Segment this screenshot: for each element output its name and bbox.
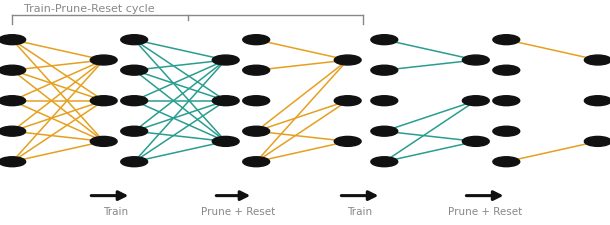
Circle shape	[243, 127, 270, 137]
Circle shape	[0, 157, 26, 167]
Circle shape	[493, 36, 520, 45]
Circle shape	[334, 96, 361, 106]
Circle shape	[243, 66, 270, 76]
Circle shape	[243, 157, 270, 167]
Circle shape	[584, 96, 610, 106]
Circle shape	[0, 127, 26, 137]
Circle shape	[212, 56, 239, 66]
Circle shape	[90, 56, 117, 66]
Circle shape	[121, 96, 148, 106]
Circle shape	[90, 96, 117, 106]
Circle shape	[493, 157, 520, 167]
Circle shape	[212, 137, 239, 147]
Text: Train-Prune-Reset cycle: Train-Prune-Reset cycle	[24, 4, 155, 13]
Circle shape	[243, 96, 270, 106]
Circle shape	[121, 66, 148, 76]
Circle shape	[493, 96, 520, 106]
Text: Train: Train	[103, 206, 129, 216]
Circle shape	[334, 137, 361, 147]
Circle shape	[371, 127, 398, 137]
Circle shape	[371, 66, 398, 76]
Text: Prune + Reset: Prune + Reset	[448, 206, 522, 216]
Circle shape	[462, 96, 489, 106]
Circle shape	[493, 127, 520, 137]
Circle shape	[121, 157, 148, 167]
Circle shape	[493, 66, 520, 76]
Circle shape	[371, 36, 398, 45]
Circle shape	[584, 137, 610, 147]
Text: Prune + Reset: Prune + Reset	[201, 206, 275, 216]
Circle shape	[212, 96, 239, 106]
Circle shape	[0, 96, 26, 106]
Circle shape	[121, 127, 148, 137]
Circle shape	[334, 56, 361, 66]
Circle shape	[0, 66, 26, 76]
Circle shape	[371, 157, 398, 167]
Text: Train: Train	[347, 206, 373, 216]
Circle shape	[462, 137, 489, 147]
Circle shape	[0, 36, 26, 45]
Circle shape	[371, 96, 398, 106]
Circle shape	[243, 36, 270, 45]
Circle shape	[90, 137, 117, 147]
Circle shape	[121, 36, 148, 45]
Circle shape	[584, 56, 610, 66]
Circle shape	[462, 56, 489, 66]
